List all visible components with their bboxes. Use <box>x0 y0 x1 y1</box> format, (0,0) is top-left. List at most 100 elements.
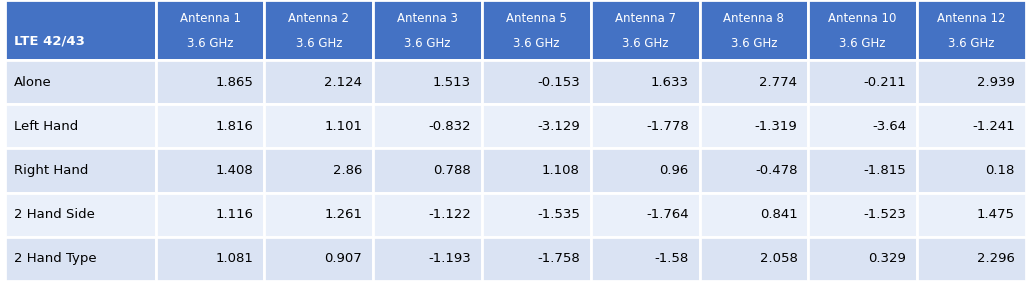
Bar <box>156 104 264 148</box>
Text: 1.408: 1.408 <box>215 164 254 177</box>
Bar <box>373 148 481 192</box>
Bar <box>481 60 591 104</box>
Text: -0.832: -0.832 <box>429 120 471 133</box>
Bar <box>917 192 1026 237</box>
Bar <box>699 104 808 148</box>
Text: 1.475: 1.475 <box>977 208 1015 221</box>
Text: -1.758: -1.758 <box>537 252 579 265</box>
Text: -1.535: -1.535 <box>537 208 579 221</box>
Bar <box>373 104 481 148</box>
Text: -1.241: -1.241 <box>972 120 1015 133</box>
Bar <box>264 237 373 281</box>
Bar <box>5 192 156 237</box>
Bar <box>591 237 699 281</box>
Text: 3.6 GHz: 3.6 GHz <box>731 37 777 50</box>
Bar <box>481 0 591 60</box>
Bar <box>591 0 699 60</box>
Bar <box>156 60 264 104</box>
Bar <box>5 104 156 148</box>
Text: -1.778: -1.778 <box>645 120 689 133</box>
Bar <box>264 60 373 104</box>
Bar <box>156 237 264 281</box>
Bar <box>808 237 917 281</box>
Text: 3.6 GHz: 3.6 GHz <box>187 37 233 50</box>
Text: Antenna 7: Antenna 7 <box>614 12 675 24</box>
Bar <box>5 0 156 60</box>
Bar <box>481 237 591 281</box>
Text: 1.101: 1.101 <box>325 120 362 133</box>
Bar <box>699 237 808 281</box>
Text: 3.6 GHz: 3.6 GHz <box>622 37 668 50</box>
Text: 0.329: 0.329 <box>868 252 906 265</box>
Bar <box>917 237 1026 281</box>
Bar <box>5 60 156 104</box>
Bar <box>156 0 264 60</box>
Bar <box>808 0 917 60</box>
Text: 3.6 GHz: 3.6 GHz <box>839 37 886 50</box>
Text: Antenna 2: Antenna 2 <box>289 12 350 24</box>
Text: Left Hand: Left Hand <box>14 120 78 133</box>
Bar <box>264 192 373 237</box>
Bar <box>808 60 917 104</box>
Bar <box>5 148 156 192</box>
Text: Antenna 5: Antenna 5 <box>506 12 567 24</box>
Text: LTE 42/43: LTE 42/43 <box>14 34 86 47</box>
Bar <box>808 104 917 148</box>
Text: 3.6 GHz: 3.6 GHz <box>296 37 342 50</box>
Text: 2.86: 2.86 <box>333 164 362 177</box>
Bar <box>264 0 373 60</box>
Text: -1.193: -1.193 <box>428 252 471 265</box>
Bar <box>373 192 481 237</box>
Text: -0.211: -0.211 <box>863 76 906 89</box>
Text: Antenna 1: Antenna 1 <box>179 12 240 24</box>
Bar <box>699 60 808 104</box>
Text: 1.865: 1.865 <box>215 76 254 89</box>
Bar <box>481 148 591 192</box>
Text: 1.633: 1.633 <box>651 76 689 89</box>
Bar <box>591 104 699 148</box>
Bar <box>917 0 1026 60</box>
Text: Alone: Alone <box>14 76 52 89</box>
Text: -1.58: -1.58 <box>655 252 689 265</box>
Text: 0.788: 0.788 <box>433 164 471 177</box>
Text: -3.129: -3.129 <box>537 120 579 133</box>
Text: 0.96: 0.96 <box>660 164 689 177</box>
Text: -1.122: -1.122 <box>428 208 471 221</box>
Text: -3.64: -3.64 <box>872 120 906 133</box>
Text: 1.108: 1.108 <box>542 164 579 177</box>
Text: -1.523: -1.523 <box>863 208 906 221</box>
Text: 2.774: 2.774 <box>760 76 797 89</box>
Bar <box>699 0 808 60</box>
Text: 2.058: 2.058 <box>760 252 797 265</box>
Text: -1.764: -1.764 <box>646 208 689 221</box>
Bar <box>808 148 917 192</box>
Text: 0.841: 0.841 <box>760 208 797 221</box>
Bar <box>591 192 699 237</box>
Text: 3.6 GHz: 3.6 GHz <box>949 37 995 50</box>
Text: -0.478: -0.478 <box>755 164 797 177</box>
Text: -0.153: -0.153 <box>537 76 579 89</box>
Bar <box>699 192 808 237</box>
Bar <box>264 104 373 148</box>
Text: -1.815: -1.815 <box>863 164 906 177</box>
Bar <box>481 104 591 148</box>
Text: 3.6 GHz: 3.6 GHz <box>404 37 451 50</box>
Text: 2 Hand Type: 2 Hand Type <box>14 252 97 265</box>
Bar <box>373 60 481 104</box>
Text: 1.261: 1.261 <box>325 208 362 221</box>
Text: Antenna 8: Antenna 8 <box>724 12 785 24</box>
Text: Right Hand: Right Hand <box>14 164 89 177</box>
Bar <box>808 192 917 237</box>
Text: 2.296: 2.296 <box>977 252 1015 265</box>
Bar <box>917 104 1026 148</box>
Text: 0.907: 0.907 <box>325 252 362 265</box>
Bar <box>156 192 264 237</box>
Text: Antenna 10: Antenna 10 <box>829 12 897 24</box>
Bar <box>264 148 373 192</box>
Bar <box>917 148 1026 192</box>
Bar <box>591 60 699 104</box>
Bar <box>591 148 699 192</box>
Text: -1.319: -1.319 <box>755 120 797 133</box>
Text: 2.939: 2.939 <box>977 76 1015 89</box>
Bar <box>481 192 591 237</box>
